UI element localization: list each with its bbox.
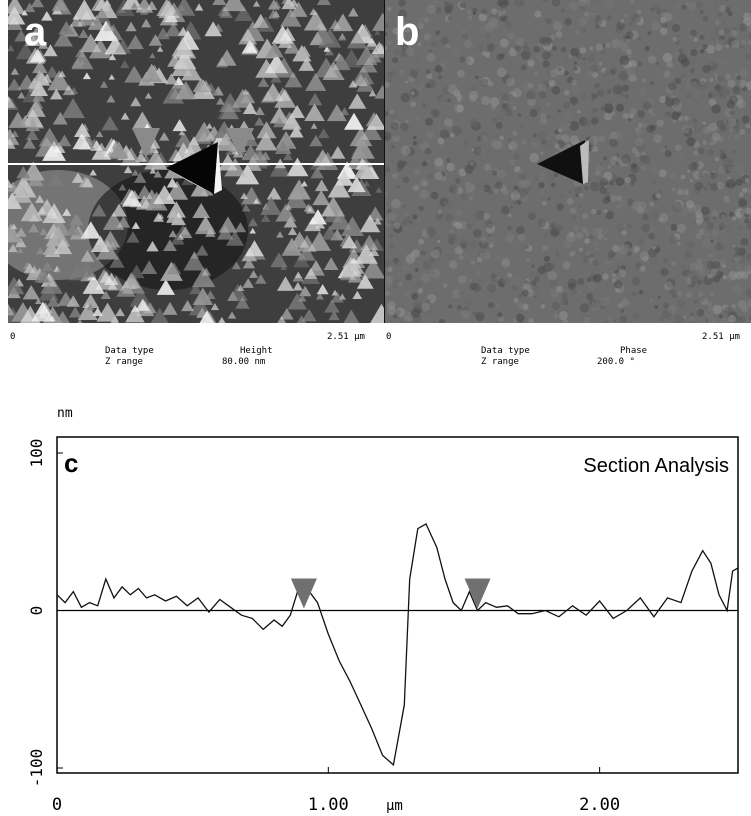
height-image-overlay	[8, 128, 384, 194]
panel-letter-a: a	[24, 10, 47, 54]
afm-height-image: a	[0, 0, 394, 329]
height-image-texture	[0, 0, 394, 329]
phase-image-overlay	[537, 140, 589, 184]
section-analysis-chart: nm c Section Analysis 100 0 -100 0 1.00 2.00…	[27, 406, 739, 815]
panel-b-z-range-label: Z range	[481, 357, 519, 367]
panel-a-data-type-value: Height	[240, 346, 273, 356]
y-ticks: 100 0 -100	[27, 439, 63, 788]
panel-b-x-start: 0	[386, 332, 392, 342]
cursor-marker-icon	[464, 578, 491, 609]
cursor-marker-right-icon	[226, 128, 254, 158]
afm-phase-image: b	[380, 0, 751, 328]
panel-a-x-start: 0	[10, 332, 16, 342]
cursor-marker-left-icon	[132, 128, 160, 158]
indent-bright-edge	[214, 142, 222, 194]
x-tick-label: 0	[52, 795, 62, 815]
x-tick-label: 1.00	[308, 795, 349, 815]
chart-title: Section Analysis	[583, 455, 729, 477]
panel-a-x-end: 2.51 µm	[327, 332, 365, 342]
y-axis-unit: nm	[57, 406, 73, 421]
panel-a-data-type-label: Data type	[105, 346, 154, 356]
indent-dark-face	[166, 142, 218, 194]
panel-b-x-end: 2.51 µm	[702, 332, 740, 342]
cursor-marker-icon	[290, 578, 317, 609]
panel-a-z-range-value: 80.00 nm	[222, 357, 266, 367]
panel-a-z-range-label: Z range	[105, 357, 143, 367]
y-tick-label: -100	[27, 749, 46, 788]
profile-line	[56, 522, 739, 767]
panel-letter-b: b	[395, 10, 420, 54]
indent-phase-mark	[537, 140, 585, 184]
cursor-markers	[290, 578, 491, 609]
x-ticks: 0 1.00 2.00	[52, 767, 620, 815]
panel-b-z-range-value: 200.0 °	[597, 357, 635, 367]
panel-b-data-type-value: Phase	[620, 346, 648, 356]
plot-frame	[56, 436, 739, 774]
panel-letter-c: c	[64, 448, 78, 478]
x-axis-unit: µm	[386, 798, 403, 814]
y-tick-label: 100	[27, 439, 46, 468]
y-tick-label: 0	[27, 606, 46, 616]
panel-b-data-type-label: Data type	[481, 346, 530, 356]
x-tick-label: 2.00	[579, 795, 620, 815]
indent-phase-edge	[580, 140, 589, 184]
indent-bright-face	[166, 168, 214, 194]
